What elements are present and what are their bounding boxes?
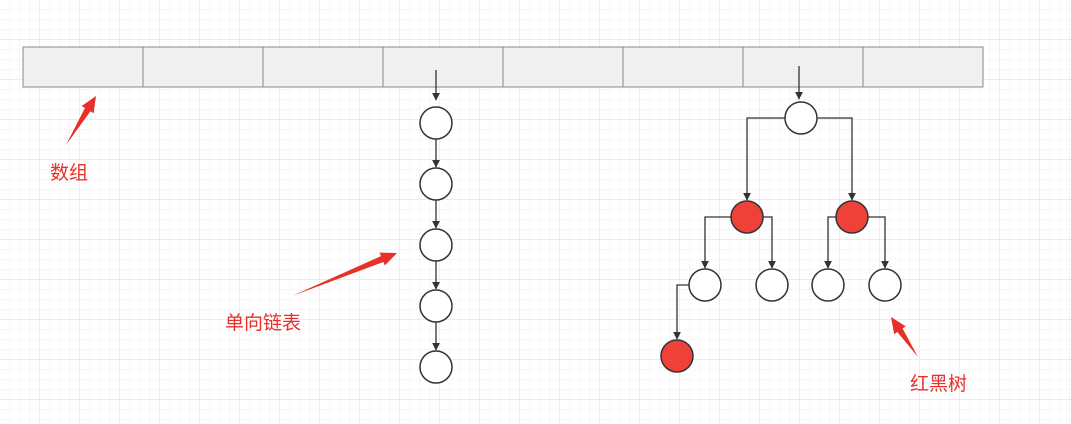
list-node: [419, 228, 453, 262]
tree-node-black: [755, 268, 789, 302]
tree-node-black: [811, 268, 845, 302]
annotation-arrows: [66, 96, 918, 357]
tree-node-black: [688, 268, 722, 302]
tree-edge-arrow: [868, 216, 889, 269]
tree-edge-arrow: [824, 216, 836, 269]
list-node: [419, 289, 453, 323]
list-node: [419, 167, 453, 201]
red-black-tree-pointer-arrow: [891, 317, 918, 357]
list-node: [419, 106, 453, 140]
linked-list-label: 单向链表: [225, 312, 302, 334]
tree-node-red: [730, 200, 764, 234]
array-cell: [502, 46, 624, 88]
red-black-tree: [660, 66, 902, 373]
tree-edge-arrow: [817, 117, 856, 201]
array-label: 数组: [50, 162, 89, 184]
array-cell: [382, 46, 504, 88]
array-pointer-arrow: [66, 96, 96, 145]
list-node: [419, 350, 453, 384]
tree-node-black: [784, 101, 818, 135]
tree-node-red: [660, 339, 694, 373]
array-cell: [622, 46, 744, 88]
tree-node-red: [835, 200, 869, 234]
linked-list-pointer-arrow: [292, 252, 397, 296]
array-cells: [22, 46, 984, 88]
linked-list: [419, 70, 453, 384]
array-cell: [142, 46, 264, 88]
tree-edge-arrow: [673, 284, 689, 340]
array-cell: [22, 46, 144, 88]
red-black-tree-label: 红黑树: [910, 373, 968, 395]
array-cell: [262, 46, 384, 88]
tree-node-black: [868, 268, 902, 302]
array-cell: [862, 46, 984, 88]
array-cell: [742, 46, 864, 88]
tree-edge-arrow: [763, 216, 776, 269]
tree-edge-arrow: [743, 117, 785, 201]
tree-edge-arrow: [701, 216, 731, 269]
